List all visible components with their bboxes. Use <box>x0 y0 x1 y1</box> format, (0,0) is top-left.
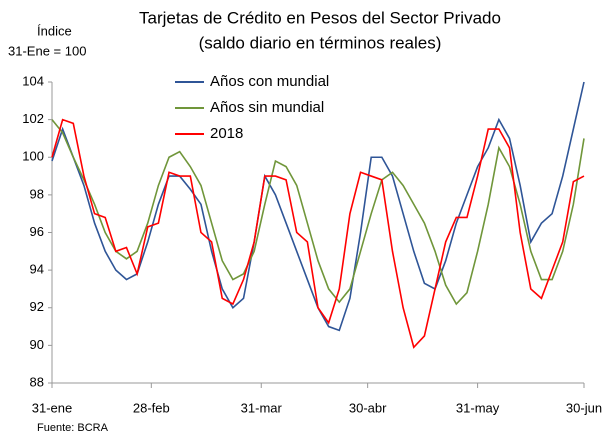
y-tick-label: 94 <box>30 262 44 277</box>
y-tick-label: 98 <box>30 186 44 201</box>
series-line <box>51 119 585 306</box>
y-tick-label: 88 <box>30 374 44 389</box>
x-tick-label: 28-feb <box>133 400 170 415</box>
y-tick-label: 90 <box>30 337 44 352</box>
series-line <box>51 81 585 332</box>
source-note: Fuente: BCRA <box>37 422 109 434</box>
y-tick-label: 100 <box>22 149 44 164</box>
x-tick-label: 30-abr <box>349 400 387 415</box>
y-axis-label: 31-Ene = 100 <box>8 43 86 58</box>
legend-label: Años sin mundial <box>210 99 324 116</box>
y-axis-label: Índice <box>37 23 72 38</box>
y-tick-label: 92 <box>30 299 44 314</box>
chart-title: Tarjetas de Crédito en Pesos del Sector … <box>139 8 501 27</box>
x-tick-label: 31-mar <box>241 400 283 415</box>
y-tick-label: 104 <box>22 73 44 88</box>
legend-label: Años con mundial <box>210 73 329 90</box>
y-tick-label: 96 <box>30 224 44 239</box>
x-tick-label: 31-ene <box>32 400 72 415</box>
series-line <box>51 118 585 349</box>
x-tick-label: 30-jun <box>566 400 602 415</box>
legend-label: 2018 <box>210 125 243 142</box>
y-tick-label: 102 <box>22 111 44 126</box>
x-tick-label: 31-may <box>456 400 500 415</box>
chart-subtitle: (saldo diario en términos reales) <box>199 33 442 52</box>
